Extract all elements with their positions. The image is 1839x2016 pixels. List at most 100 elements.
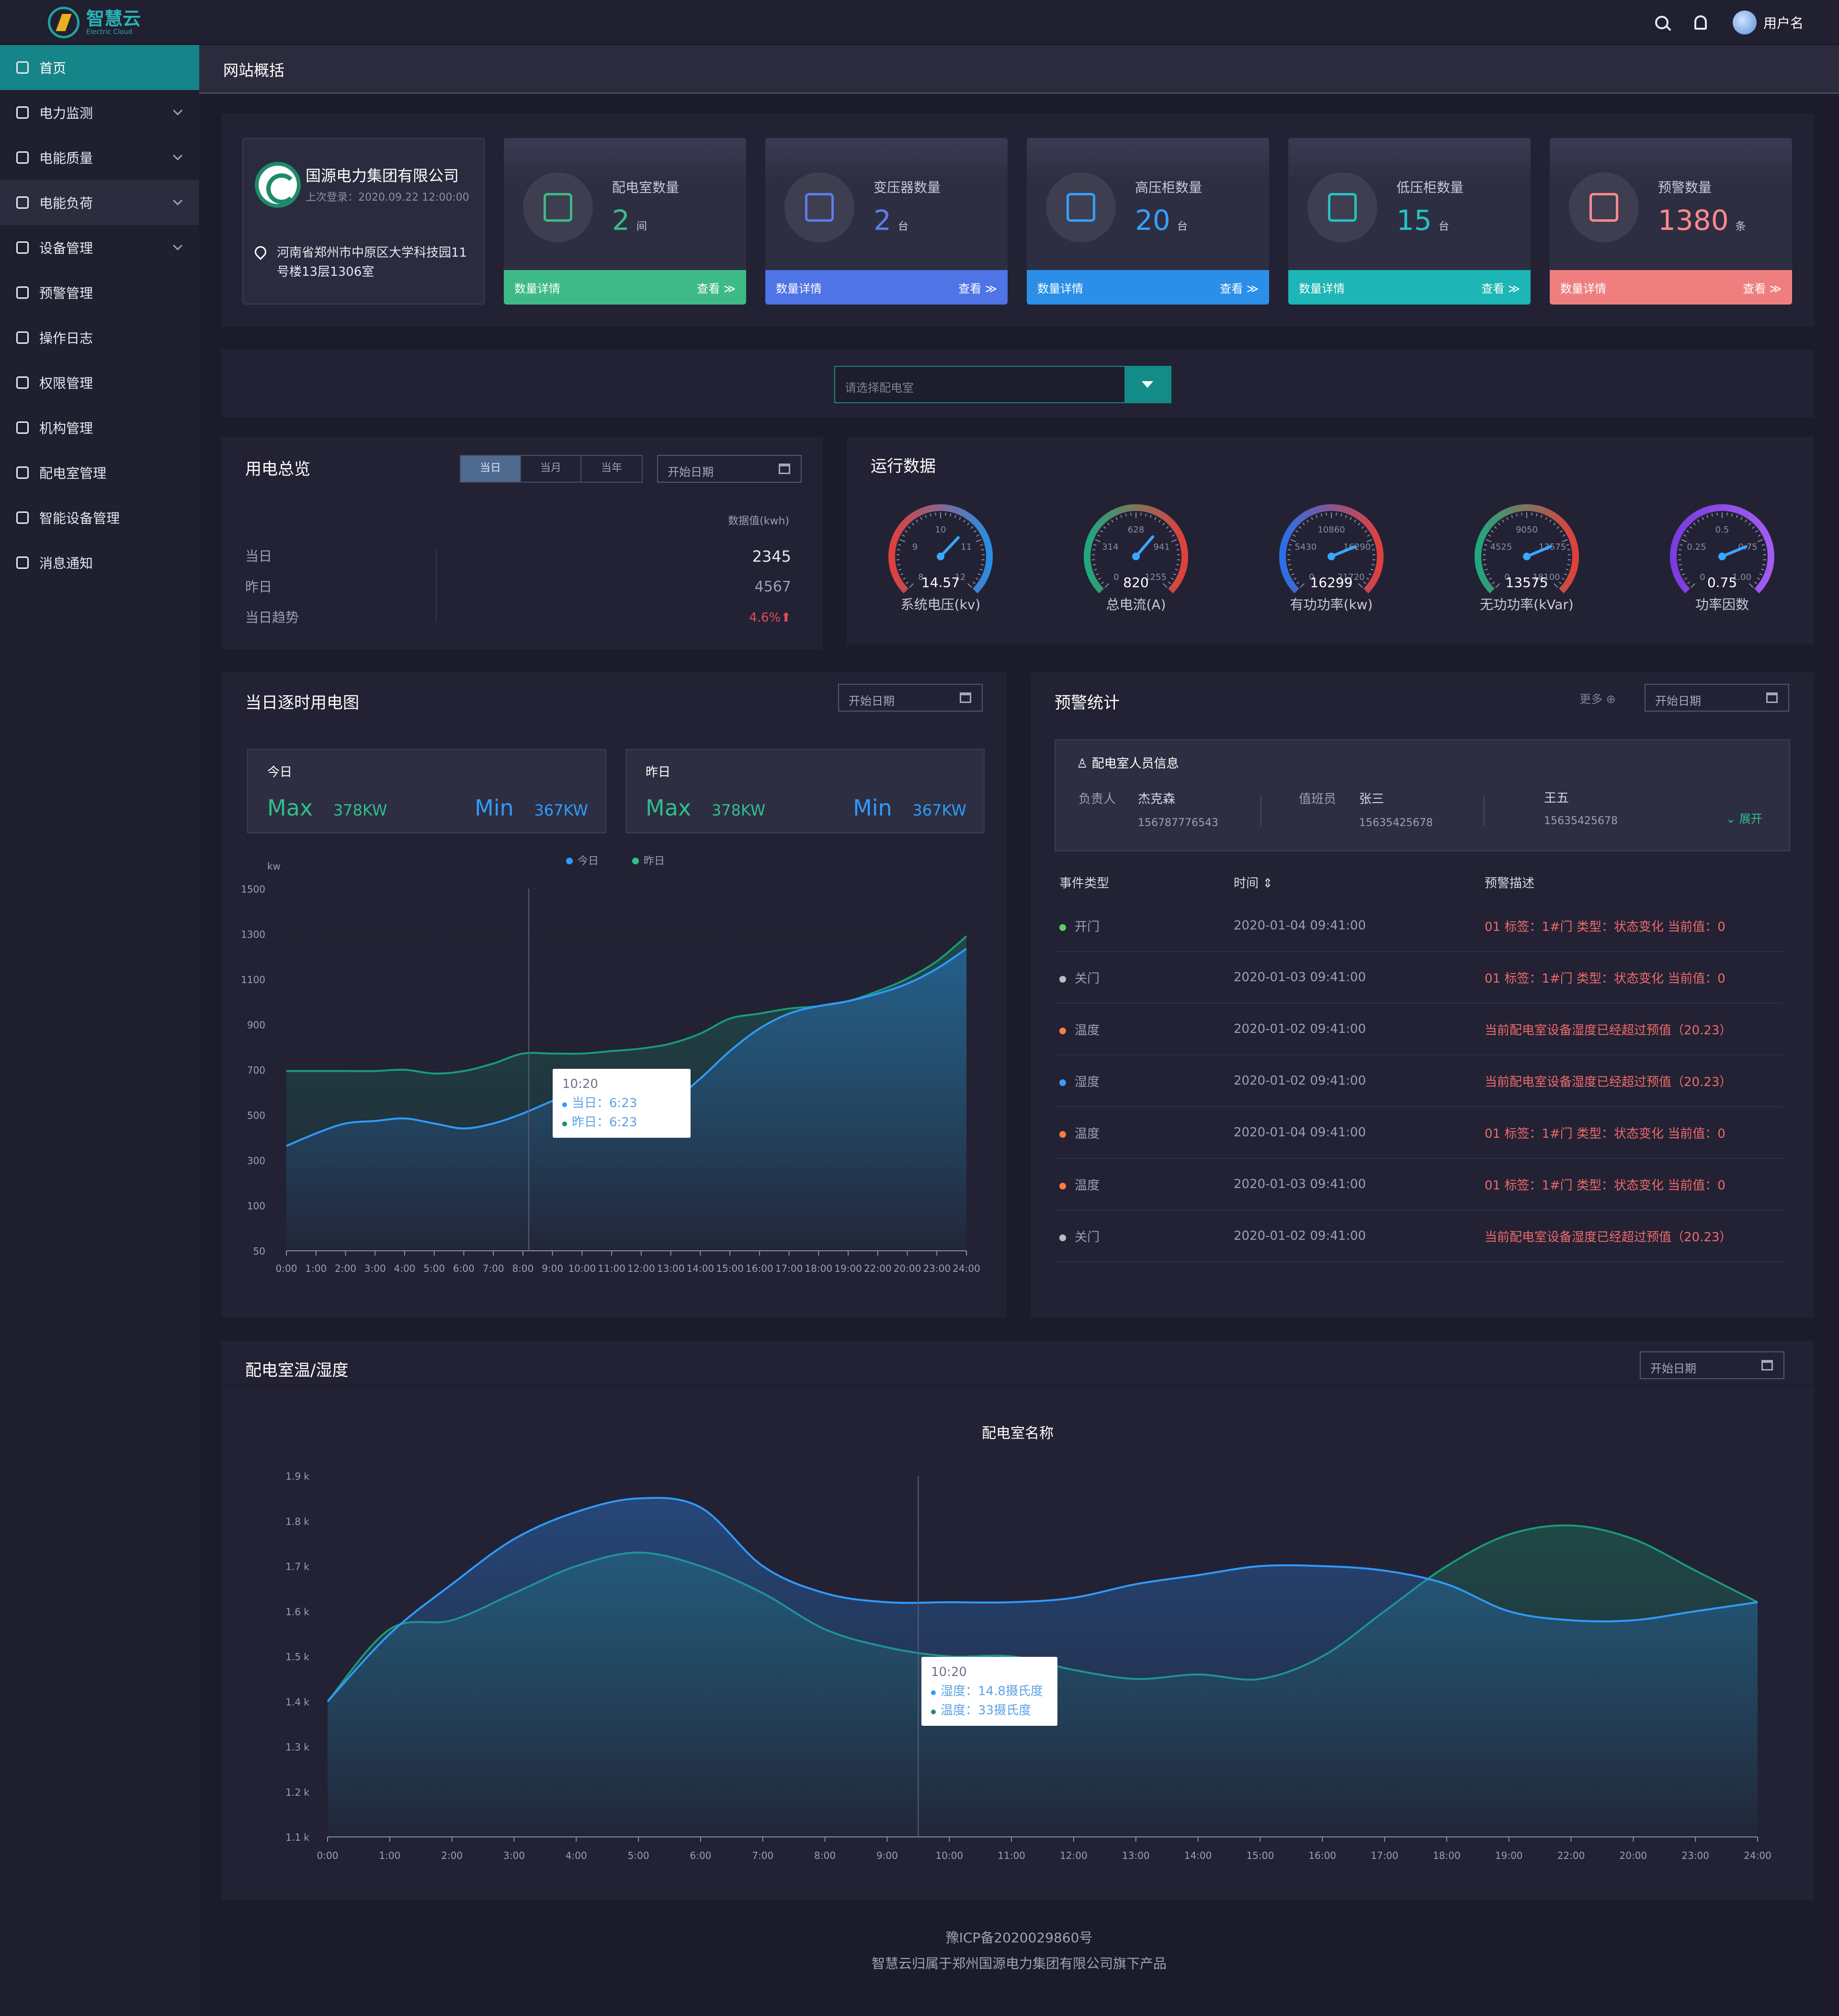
view-link[interactable]: 查看 ≫ (958, 282, 997, 295)
sidebar-item[interactable]: 电能质量 (0, 135, 199, 180)
series-line[interactable] (327, 1497, 1758, 1702)
gauge-tick (1540, 515, 1543, 518)
gauge-tick (980, 544, 983, 546)
sidebar-item[interactable]: 预警管理 (0, 270, 199, 315)
stat-label: 变压器数量 (874, 180, 941, 195)
table-row[interactable]: 温度 2020-01-02 09:41:00 当前配电室设备湿度已经超过预值（20.… (1055, 1004, 1782, 1055)
usage-row-label: 当日 (245, 548, 272, 564)
search-icon[interactable] (1655, 16, 1669, 29)
card-title: 昨日 (646, 765, 671, 780)
tab-year[interactable]: 当年 (601, 462, 622, 474)
gauge-tick (904, 530, 908, 533)
gauge-tick (1693, 522, 1696, 526)
y-axis-unit: kw (267, 861, 281, 872)
chevron-down-icon[interactable] (173, 106, 182, 115)
event-desc: 01 标签：1#门 类型：状态变化 当前值：0 (1485, 1178, 1725, 1193)
gauge-tick (1748, 583, 1754, 588)
dropdown-caret-icon[interactable] (1124, 367, 1170, 403)
avatar[interactable] (1732, 11, 1757, 34)
tab-month[interactable]: 当月 (521, 456, 581, 482)
sidebar-item[interactable]: 电能负荷 (0, 180, 199, 225)
sidebar-item-label: 电能负荷 (39, 195, 93, 211)
view-link[interactable]: 查看 ≫ (1743, 282, 1782, 295)
stat-unit: 间 (636, 221, 647, 233)
card-title: 今日 (267, 765, 293, 780)
warning-date-picker[interactable]: 开始日期 (1645, 684, 1789, 712)
nav-icon (16, 151, 29, 164)
gauge-tick (1757, 539, 1763, 543)
today-minmax-card: 今日 Max 378KW Min 367KW (247, 749, 606, 833)
y-tick-label: 1.2 k (285, 1787, 309, 1798)
sidebar-item-label: 首页 (39, 60, 67, 76)
y-tick-label: 100 (247, 1201, 265, 1212)
gauge-value: 13575 (1505, 575, 1548, 590)
gauge-tick (1107, 522, 1110, 526)
gauge-tick (1521, 512, 1522, 516)
gauge-tick-label: 628 (1128, 525, 1144, 535)
sidebar-item[interactable]: 机构管理 (0, 405, 199, 450)
gauge-tick (1711, 513, 1713, 517)
icp-text[interactable]: 豫ICP备2020029860号 (945, 1930, 1093, 1946)
warning-table: 事件类型 时间 ⇕ 预警描述 开门 2020-01-04 09:41:00 01 标… (1055, 864, 1782, 1262)
sidebar-item[interactable]: 智能设备管理 (0, 495, 199, 540)
min-value: 367KW (912, 801, 966, 819)
x-tick-label: 8:00 (814, 1850, 836, 1861)
sidebar-item-label: 消息通知 (39, 555, 93, 571)
staff-role: 负责人 (1078, 792, 1116, 806)
company-logo (255, 162, 301, 208)
usage-date-picker[interactable]: 开始日期 (657, 455, 802, 483)
gauge-tick (1680, 568, 1683, 571)
sidebar-item[interactable]: 首页 (0, 45, 199, 90)
staff-phone: 15635425678 (1544, 815, 1618, 827)
sidebar-item-label: 设备管理 (39, 240, 93, 256)
stat-value: 2 (874, 204, 891, 237)
gauge-tick (976, 539, 982, 543)
x-tick-label: 23:00 (1681, 1850, 1709, 1861)
gauge-tick (1171, 539, 1177, 543)
chevron-down-icon[interactable] (173, 196, 182, 205)
hourly-date-picker[interactable]: 开始日期 (838, 684, 983, 712)
chevron-down-icon[interactable] (173, 241, 182, 250)
more-link[interactable]: 更多 ⊕ (1579, 692, 1616, 706)
sidebar-item[interactable]: 电力监测 (0, 90, 199, 135)
chevron-down-icon[interactable] (173, 151, 182, 160)
tab-day[interactable]: 当日 (461, 456, 521, 482)
sidebar-item[interactable]: 消息通知 (0, 540, 199, 585)
view-link[interactable]: 查看 ≫ (697, 282, 736, 295)
bell-icon[interactable] (1694, 15, 1707, 30)
stat-card: 低压柜数量 15 台数量详情 查看 ≫ (1288, 138, 1531, 305)
gauge-tick (954, 515, 956, 518)
gauge-tick (1367, 534, 1370, 537)
x-tick-label: 24:00 (1744, 1850, 1771, 1861)
gauge-tick (1566, 544, 1569, 546)
x-tick-label: 9:00 (542, 1263, 563, 1274)
table-row[interactable]: 温度 2020-01-03 09:41:00 01 标签：1#门 类型：状态变化 当… (1055, 1159, 1782, 1211)
table-row[interactable]: 关门 2020-01-03 09:41:00 01 标签：1#门 类型：状态变化 当… (1055, 952, 1782, 1004)
sidebar-item[interactable]: 设备管理 (0, 225, 199, 270)
x-tick-label: 23:00 (923, 1263, 951, 1274)
sidebar-item[interactable]: 权限管理 (0, 360, 199, 405)
temp-chart-title: 配电室名称 (982, 1425, 1054, 1442)
header-time[interactable]: 时间 ⇕ (1234, 876, 1273, 891)
legend-item-yesterday[interactable]: 昨日 (632, 852, 665, 868)
x-tick-label: 3:00 (364, 1263, 386, 1274)
table-row[interactable]: 温度 2020-01-04 09:41:00 01 标签：1#门 类型：状态变化 当… (1055, 1107, 1782, 1159)
app-logo[interactable]: 智慧云 Electric Cloud (48, 7, 141, 38)
gauge-tick-label: 1.00 (1732, 572, 1751, 582)
table-row[interactable]: 开门 2020-01-04 09:41:00 01 标签：1#门 类型：状态变化 当… (1055, 900, 1782, 952)
view-link[interactable]: 查看 ≫ (1481, 282, 1520, 295)
temp-date-picker[interactable]: 开始日期 (1640, 1351, 1784, 1379)
expand-button[interactable]: ⌄ 展开 (1726, 812, 1762, 826)
temp-tooltip: 10:20 湿度：14.8摄氏度 温度：33摄氏度 (921, 1657, 1057, 1726)
table-row[interactable]: 湿度 2020-01-02 09:41:00 当前配电室设备湿度已经超过预值（20.… (1055, 1055, 1782, 1107)
sidebar-item[interactable]: 配电室管理 (0, 450, 199, 495)
sidebar: 首页电力监测 电能质量电能负荷设备管理预警管理 操作日志 权限管理 机构管理 配电室管理智… (0, 45, 199, 2016)
gauge-tick (1093, 544, 1097, 546)
table-row[interactable]: 关门 2020-01-02 09:41:00 当前配电室设备湿度已经超过预值（20.… (1055, 1211, 1782, 1262)
sidebar-item[interactable]: 操作日志 (0, 315, 199, 360)
username[interactable]: 用户名 (1763, 15, 1804, 31)
view-link[interactable]: 查看 ≫ (1220, 282, 1259, 295)
legend-item-today[interactable]: 今日 (566, 852, 599, 868)
room-select[interactable]: 请选择配电室 (834, 366, 1171, 403)
